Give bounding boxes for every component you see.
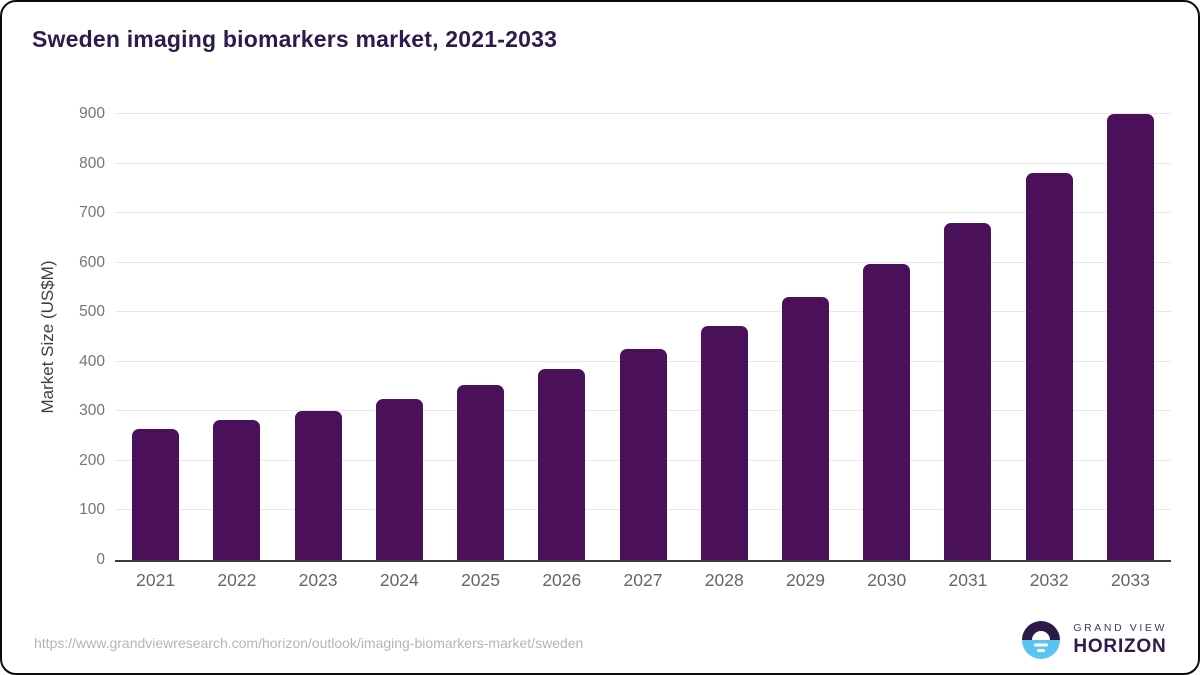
- x-tick-2022: 2022: [217, 570, 257, 590]
- bar-slot-2032: [1009, 114, 1090, 560]
- x-tick-2031: 2031: [948, 570, 988, 590]
- y-tick-500: 500: [79, 303, 105, 321]
- y-tick-400: 400: [79, 352, 105, 370]
- bar-2022[interactable]: [213, 420, 261, 560]
- y-tick-0: 0: [96, 551, 105, 568]
- x-tick-2026: 2026: [542, 570, 582, 590]
- bar-slot-2033: [1090, 114, 1171, 560]
- bar-2030[interactable]: [863, 263, 911, 560]
- y-tick-600: 600: [79, 253, 105, 271]
- bar-2028[interactable]: [700, 326, 748, 560]
- y-tick-700: 700: [79, 204, 105, 222]
- bar-2023[interactable]: [294, 411, 342, 560]
- x-tick-2021: 2021: [136, 570, 176, 590]
- bar-slot-2027: [602, 114, 683, 560]
- bar-slot-2026: [521, 114, 602, 560]
- bar-slot-2028: [684, 114, 765, 560]
- logo-brand-name: GRAND VIEW: [1073, 622, 1167, 634]
- logo-text: GRAND VIEW HORIZON: [1073, 622, 1167, 658]
- y-tick-100: 100: [79, 501, 105, 519]
- x-tick-2029: 2029: [786, 570, 825, 590]
- bar-slot-2031: [927, 114, 1008, 560]
- x-tick-2030: 2030: [867, 570, 907, 590]
- x-axis-labels: 2021 2022 2023 2024 2025 2026 2027 2028 2029 2030…: [115, 570, 1171, 591]
- source-url: https://www.grandviewresearch.com/horizo…: [34, 635, 584, 651]
- bar-2032[interactable]: [1025, 172, 1073, 560]
- x-tick-2023: 2023: [298, 570, 338, 590]
- y-tick-200: 200: [79, 451, 105, 469]
- bar-slot-2025: [440, 114, 521, 560]
- gridline-800: [115, 162, 1171, 164]
- chart-title: Sweden imaging biomarkers market, 2021-2…: [32, 26, 558, 52]
- y-tick-300: 300: [79, 402, 105, 420]
- bar-2021[interactable]: [132, 429, 180, 560]
- logo-product-name: HORIZON: [1073, 636, 1167, 657]
- x-tick-2025: 2025: [461, 570, 501, 590]
- gridline-500: [115, 311, 1171, 313]
- bar-2025[interactable]: [457, 385, 505, 560]
- gridline-900: [115, 113, 1171, 114]
- x-tick-2032: 2032: [1029, 570, 1069, 590]
- bar-slot-2022: [196, 114, 277, 560]
- horizon-sun-icon: [1022, 621, 1061, 659]
- bar-slot-2024: [359, 114, 440, 560]
- bar-slot-2021: [115, 114, 196, 560]
- x-tick-2028: 2028: [704, 570, 744, 590]
- bar-slot-2029: [765, 114, 846, 560]
- bar-slot-2023: [277, 114, 358, 560]
- bar-2029[interactable]: [781, 297, 829, 560]
- bar-2027[interactable]: [619, 348, 667, 560]
- y-tick-800: 800: [79, 154, 105, 172]
- bars: [115, 114, 1171, 560]
- plot-area: [115, 113, 1171, 562]
- bar-2026[interactable]: [538, 369, 586, 560]
- brand-logo: GRAND VIEW HORIZON: [1019, 618, 1167, 662]
- x-tick-2027: 2027: [623, 570, 663, 590]
- x-tick-2024: 2024: [379, 570, 419, 590]
- x-tick-2033: 2033: [1110, 570, 1150, 590]
- bar-2024[interactable]: [375, 398, 423, 560]
- y-tick-900: 900: [79, 105, 105, 122]
- bar-slot-2030: [846, 114, 927, 560]
- bar-2033[interactable]: [1106, 114, 1154, 560]
- y-axis-ticks: 0 100 200 300 400 500 600 700 800 900: [2, 105, 105, 568]
- bar-2031[interactable]: [944, 223, 992, 560]
- gridline-700: [115, 212, 1171, 214]
- gridline-600: [115, 261, 1171, 263]
